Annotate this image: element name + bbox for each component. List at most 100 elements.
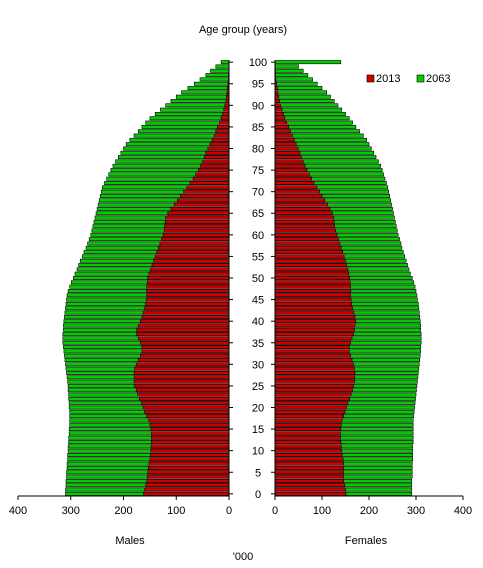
bar-females-2013-age-11: [274, 444, 342, 449]
age-tick-label: 75: [252, 165, 264, 177]
bar-males-2013-age-46: [146, 293, 230, 298]
bar-females-2013-age-33: [274, 349, 350, 354]
bar-males-2063-age-97: [205, 73, 230, 78]
bar-females-2013-age-46: [274, 293, 351, 298]
bar-females-2013-age-89: [274, 107, 283, 112]
bar-males-2013-age-58: [159, 241, 230, 246]
bar-males-2063-age-89: [160, 107, 230, 112]
bar-females-2063-age-96: [274, 77, 313, 82]
x-tick-label: 200: [114, 505, 132, 517]
bar-males-2013-age-56: [156, 250, 230, 255]
bar-males-2013-age-19: [144, 409, 230, 414]
bar-females-2013-age-15: [274, 427, 342, 432]
bar-females-2063-age-92: [274, 94, 331, 99]
bar-females-2013-age-24: [274, 388, 353, 393]
bar-females-2063-age-93: [274, 90, 328, 95]
bar-females-2063-age-99: [274, 64, 299, 69]
bar-females-2013-age-39: [274, 323, 356, 328]
bar-males-2063-age-93: [181, 90, 230, 95]
x-tick-label: 0: [272, 505, 278, 517]
bar-females-2013-age-87: [274, 116, 286, 121]
bar-males-2013-age-11: [150, 444, 230, 449]
bar-females-2013-age-63: [274, 219, 335, 224]
bar-males-2013-age-39: [137, 323, 230, 328]
bar-females-2013-age-91: [274, 99, 280, 103]
bar-females-2013-age-69: [274, 194, 323, 198]
age-tick-label: 100: [249, 57, 267, 69]
bar-males-2013-age-69: [180, 194, 230, 198]
bar-males-2013-age-52: [150, 267, 230, 272]
bar-males-2013-age-15: [150, 427, 230, 432]
bar-males-2013-age-77: [202, 159, 230, 164]
bar-females-2013-age-49: [274, 280, 351, 285]
bar-males-2063-age-85: [141, 124, 230, 129]
bar-females-2013-age-47: [274, 288, 351, 293]
bar-females-2013-age-19: [274, 409, 346, 414]
bar-females-2013-age-76: [274, 163, 306, 168]
bar-males-2013-age-30: [135, 362, 230, 367]
bar-males-2013-age-18: [146, 414, 230, 419]
legend-label-2013: 2013: [376, 73, 400, 85]
bar-females-2013-age-18: [274, 414, 344, 419]
age-tick-label: 85: [252, 122, 264, 134]
bar-females-2013-age-67: [274, 202, 328, 207]
bar-males-2013-age-22: [139, 396, 230, 401]
bar-males-2013-age-36: [137, 336, 230, 341]
bar-females-2013-age-78: [274, 155, 302, 160]
x-tick-label: 300: [62, 505, 80, 517]
bar-females-2063-age-95: [274, 81, 318, 86]
bar-females-2013-age-64: [274, 215, 335, 220]
age-tick-label: 40: [252, 316, 264, 328]
bar-males-2013-age-10: [150, 448, 230, 453]
bar-females-2013-age-2: [274, 483, 345, 488]
bar-females-2013-age-53: [274, 263, 347, 268]
bar-females-2013-age-86: [274, 120, 288, 125]
chart-title: Age group (years): [199, 24, 287, 36]
males-label: Males: [115, 535, 145, 547]
bar-males-2013-age-34: [141, 345, 230, 350]
bar-males-2013-age-3: [146, 478, 230, 483]
bar-males-2013-age-0: [143, 491, 230, 496]
bar-females-2013-age-1: [274, 487, 346, 492]
bar-females-2063-age-98: [274, 68, 304, 73]
bar-males-2013-age-73: [192, 176, 230, 181]
age-tick-label: 20: [252, 403, 264, 415]
bar-females-2013-age-41: [274, 314, 356, 319]
bar-females-2013-age-13: [274, 435, 341, 440]
bar-females-2013-age-56: [274, 250, 343, 255]
bar-females-2013-age-54: [274, 258, 346, 263]
bar-females-2013-age-66: [274, 206, 331, 211]
x-tick-label: 200: [360, 505, 378, 517]
age-tick-label: 60: [252, 230, 264, 242]
bar-females-2013-age-20: [274, 405, 347, 410]
bar-females-2013-age-26: [274, 379, 355, 384]
bar-males-2013-age-87: [220, 116, 230, 121]
bar-males-2013-age-63: [164, 219, 230, 224]
age-tick-label: 5: [255, 467, 261, 479]
bar-males-2013-age-2: [145, 483, 230, 488]
bar-males-2013-age-47: [146, 288, 230, 293]
x-tick-label: 400: [454, 505, 472, 517]
bar-females-2013-age-37: [274, 332, 354, 337]
bar-males-2063-age-88: [154, 112, 230, 116]
bar-males-2013-age-90: [224, 103, 230, 108]
bar-females-2013-age-81: [274, 142, 297, 147]
bar-males-2013-age-57: [158, 245, 230, 250]
bar-females-2013-age-21: [274, 401, 349, 406]
axes: [17, 60, 464, 500]
bar-males-2013-age-76: [200, 163, 230, 168]
age-tick-label: 90: [252, 100, 264, 112]
bar-males-2013-age-66: [170, 206, 230, 211]
bar-females-2013-age-0: [274, 491, 347, 496]
bar-females-2013-age-29: [274, 366, 355, 371]
bar-males-2013-age-71: [186, 185, 230, 190]
bar-females-2013-age-31: [274, 358, 353, 362]
bar-males-2013-age-37: [136, 332, 230, 337]
bar-males-2013-age-28: [133, 371, 230, 375]
bar-females-2013-age-14: [274, 431, 341, 436]
bar-males-2013-age-78: [203, 155, 230, 160]
bar-males-2013-age-85: [217, 124, 230, 129]
bar-females-2013-age-3: [274, 478, 344, 483]
age-tick-label: 55: [252, 251, 264, 263]
bar-males-2063-age-94: [187, 86, 230, 91]
